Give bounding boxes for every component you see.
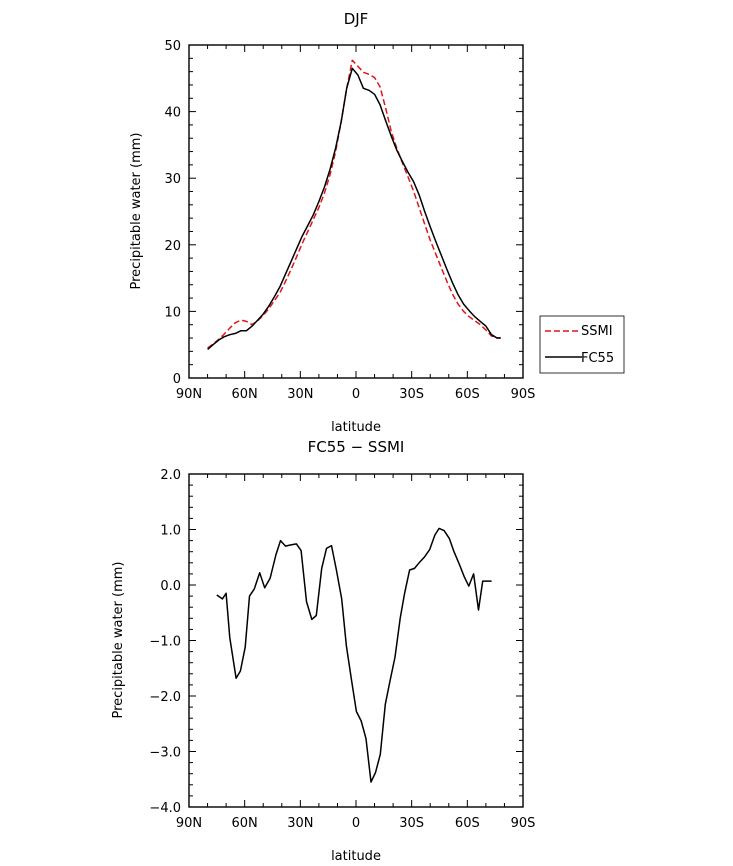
axis-ticks [188,44,524,379]
x-tick-label: 30N [287,387,313,402]
y-tick-label: −3.0 [149,746,181,761]
chart-difference-panel: FC55 − SSMI 90N 60N 30N 0 30S 60S 90S −4.0 −3.0… [111,438,535,864]
x-tick-label: 0 [352,387,360,402]
plot-frame [188,44,524,379]
x-tick-label: 90S [511,816,536,831]
legend: SSMI FC55 [539,315,625,374]
x-tick-label: 90N [176,816,202,831]
x-axis-label: latitude [331,849,381,864]
chart-title: DJF [344,10,369,28]
x-tick-label: 30S [399,816,424,831]
y-tick-label: 2.0 [160,468,181,483]
y-tick-label: −2.0 [149,690,181,705]
plot-frame [188,473,524,808]
series-line-ssmi [207,59,501,349]
y-tick-label: 30 [164,172,181,187]
x-tick-label: 60S [455,387,480,402]
legend-label-ssmi: SSMI [581,324,613,339]
x-tick-label: 60S [455,816,480,831]
y-tick-label: 40 [164,106,181,121]
y-tick-label: −1.0 [149,635,181,650]
chart-djf-panel: DJF 90N 60N 30N 0 30S 60S 90S 0 10 20 30 40 50 lati… [129,10,625,435]
y-tick-label: 10 [164,305,181,320]
y-tick-label: 20 [164,239,181,254]
chart-title: FC55 − SSMI [308,438,405,456]
y-axis-label: Precipitable water (mm) [111,562,126,719]
y-tick-labels: 0 10 20 30 40 50 [164,39,181,387]
x-tick-label: 90N [176,387,202,402]
y-tick-label: 0 [173,372,181,387]
x-axis-label: latitude [331,420,381,435]
x-tick-labels: 90N 60N 30N 0 30S 60S 90S [176,816,536,831]
x-tick-label: 30S [399,387,424,402]
axis-ticks [188,473,524,808]
series-line-difference [216,527,492,783]
x-tick-label: 60N [232,387,258,402]
y-tick-label: 1.0 [160,524,181,539]
y-tick-label: −4.0 [149,801,181,816]
legend-box [539,315,625,374]
x-tick-labels: 90N 60N 30N 0 30S 60S 90S [176,387,536,402]
series-line-fc55 [207,67,501,350]
x-tick-label: 60N [232,816,258,831]
y-tick-labels: −4.0 −3.0 −2.0 −1.0 0.0 1.0 2.0 [149,468,181,816]
legend-label-fc55: FC55 [581,351,614,366]
x-tick-label: 30N [287,816,313,831]
y-tick-label: 0.0 [160,579,181,594]
y-tick-label: 50 [164,39,181,54]
x-tick-label: 90S [511,387,536,402]
y-axis-label: Precipitable water (mm) [129,133,144,290]
series-group [216,527,492,783]
series-group [207,59,501,350]
x-tick-label: 0 [352,816,360,831]
